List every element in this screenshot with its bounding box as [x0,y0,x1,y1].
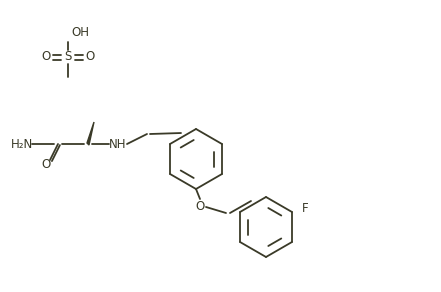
Text: NH: NH [109,138,127,150]
Text: O: O [86,51,95,63]
Text: H₂N: H₂N [11,138,33,150]
Polygon shape [87,122,94,145]
Text: O: O [195,201,205,213]
Text: O: O [41,51,51,63]
Text: F: F [302,202,309,215]
Text: O: O [41,159,51,171]
Text: S: S [64,51,72,63]
Text: OH: OH [71,26,89,39]
